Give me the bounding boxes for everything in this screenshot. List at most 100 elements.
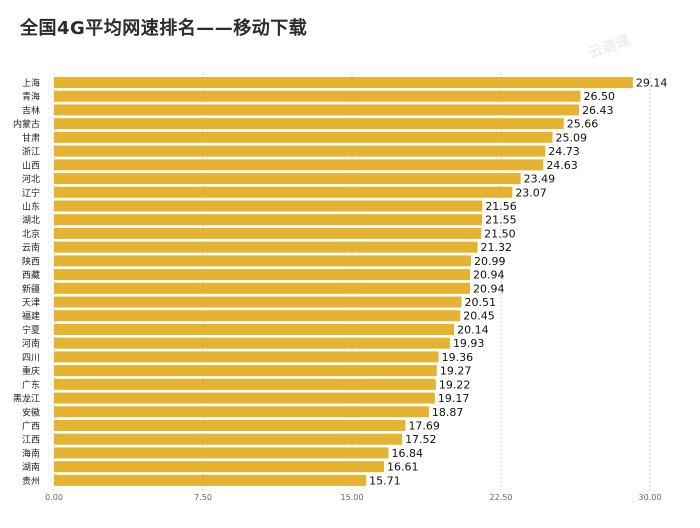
value-label-0: 29.14: [636, 77, 668, 90]
x-tick-label-1: 7.50: [194, 493, 212, 502]
x-tick-label-3: 22.50: [490, 493, 513, 502]
value-label-4: 25.09: [555, 131, 587, 144]
x-tick-label-2: 15.00: [341, 493, 364, 502]
category-label-27: 海南: [22, 447, 40, 459]
category-label-25: 广西: [22, 420, 40, 432]
chart-title: 全国4G平均网速排名——移动下载: [20, 18, 308, 39]
bar-25: [54, 420, 406, 431]
value-label-7: 23.49: [524, 173, 556, 186]
bar-22: [54, 378, 436, 390]
category-label-4: 甘肃: [22, 132, 40, 144]
category-label-2: 吉林: [22, 104, 40, 116]
category-label-7: 河北: [22, 173, 40, 185]
value-label-18: 20.14: [457, 323, 489, 336]
bar-9: [54, 200, 483, 212]
x-tick-label-0: 0.00: [45, 493, 63, 502]
value-label-1: 26.50: [583, 90, 615, 103]
bar-4: [54, 131, 553, 143]
category-label-11: 北京: [22, 228, 40, 240]
category-label-17: 福建: [22, 310, 40, 322]
value-label-19: 19.93: [453, 337, 485, 350]
category-label-16: 天津: [22, 298, 40, 309]
value-label-25: 17.69: [408, 420, 440, 433]
bar-28: [54, 461, 384, 473]
category-label-13: 陕西: [22, 255, 40, 267]
bar-2: [54, 104, 580, 116]
bar-12: [54, 241, 478, 253]
value-label-14: 20.94: [473, 269, 505, 282]
bar-7: [54, 173, 521, 185]
bar-29: [54, 474, 367, 486]
value-label-29: 15.71: [369, 474, 401, 487]
category-label-9: 山东: [22, 200, 40, 212]
category-label-5: 浙江: [22, 146, 40, 158]
bar-17: [54, 310, 461, 322]
value-label-5: 24.73: [548, 145, 580, 158]
value-label-17: 20.45: [463, 310, 495, 323]
value-label-3: 25.66: [567, 118, 599, 131]
x-tick-label-4: 30.00: [639, 493, 662, 502]
bar-15: [54, 282, 471, 294]
category-label-21: 重庆: [22, 365, 40, 377]
bars: [54, 77, 633, 486]
value-label-9: 21.56: [485, 200, 516, 213]
category-label-26: 江西: [22, 435, 40, 446]
category-label-8: 辽宁: [22, 187, 40, 199]
value-label-13: 20.99: [474, 255, 506, 268]
value-labels: 29.14 26.5026.4325.6625.0924.7324.6323.49…: [369, 77, 667, 488]
value-label-8: 23.07: [515, 186, 547, 199]
value-label-24: 18.87: [432, 406, 464, 419]
bar-21: [54, 365, 437, 377]
value-label-23: 19.17: [438, 392, 470, 405]
category-label-23: 黑龙江: [13, 393, 40, 405]
category-label-18: 宁夏: [22, 324, 40, 336]
bar-16: [54, 296, 462, 308]
value-label-16: 20.51: [464, 296, 496, 309]
value-label-21: 19.27: [440, 365, 472, 378]
bar-11: [54, 227, 482, 239]
category-label-10: 湖北: [22, 215, 40, 226]
bar-27: [54, 447, 389, 459]
value-label-15: 20.94: [473, 282, 505, 295]
value-label-11: 21.50: [484, 227, 515, 240]
value-label-2: 26.43: [582, 104, 614, 117]
category-label-29: 贵州: [22, 475, 40, 487]
bar-1: [54, 90, 581, 102]
bar-20: [54, 351, 439, 363]
category-label-15: 新疆: [22, 283, 40, 295]
category-label-6: 山西: [22, 160, 40, 171]
bar-18: [54, 323, 455, 335]
bar-8: [54, 186, 513, 198]
x-axis-ticks: 0.00 7.50 15.00 22.50 30.00: [45, 493, 661, 502]
value-label-10: 21.55: [485, 214, 517, 227]
bar-6: [54, 159, 544, 171]
category-label-1: 青海: [22, 91, 40, 103]
bar-24: [54, 406, 429, 418]
category-label-28: 湖南: [22, 461, 40, 473]
bar-0: [54, 77, 633, 88]
category-labels: 上海青海吉林内蒙古甘肃浙江山西河北辽宁山东湖北北京云南陕西西藏新疆天津福建宁夏河…: [13, 77, 40, 487]
value-label-22: 19.22: [439, 378, 471, 391]
category-label-14: 西藏: [22, 269, 40, 281]
value-label-27: 16.84: [392, 447, 424, 460]
bar-19: [54, 337, 450, 349]
bar-3: [54, 118, 564, 130]
bar-5: [54, 145, 546, 157]
bar-10: [54, 214, 483, 226]
category-label-12: 云南: [22, 242, 40, 254]
value-label-26: 17.52: [405, 433, 437, 446]
category-label-20: 四川: [22, 353, 40, 363]
value-label-20: 19.36: [442, 351, 474, 364]
bar-23: [54, 392, 435, 404]
value-label-12: 21.32: [481, 241, 513, 254]
category-label-0: 上海: [22, 77, 40, 89]
category-label-19: 河南: [22, 338, 40, 350]
bar-13: [54, 255, 472, 267]
value-label-6: 24.63: [546, 159, 578, 172]
bar-14: [54, 269, 471, 281]
category-label-3: 内蒙古: [13, 118, 40, 130]
bar-26: [54, 433, 403, 445]
category-label-22: 广东: [22, 379, 40, 391]
category-label-24: 安徽: [22, 406, 40, 418]
